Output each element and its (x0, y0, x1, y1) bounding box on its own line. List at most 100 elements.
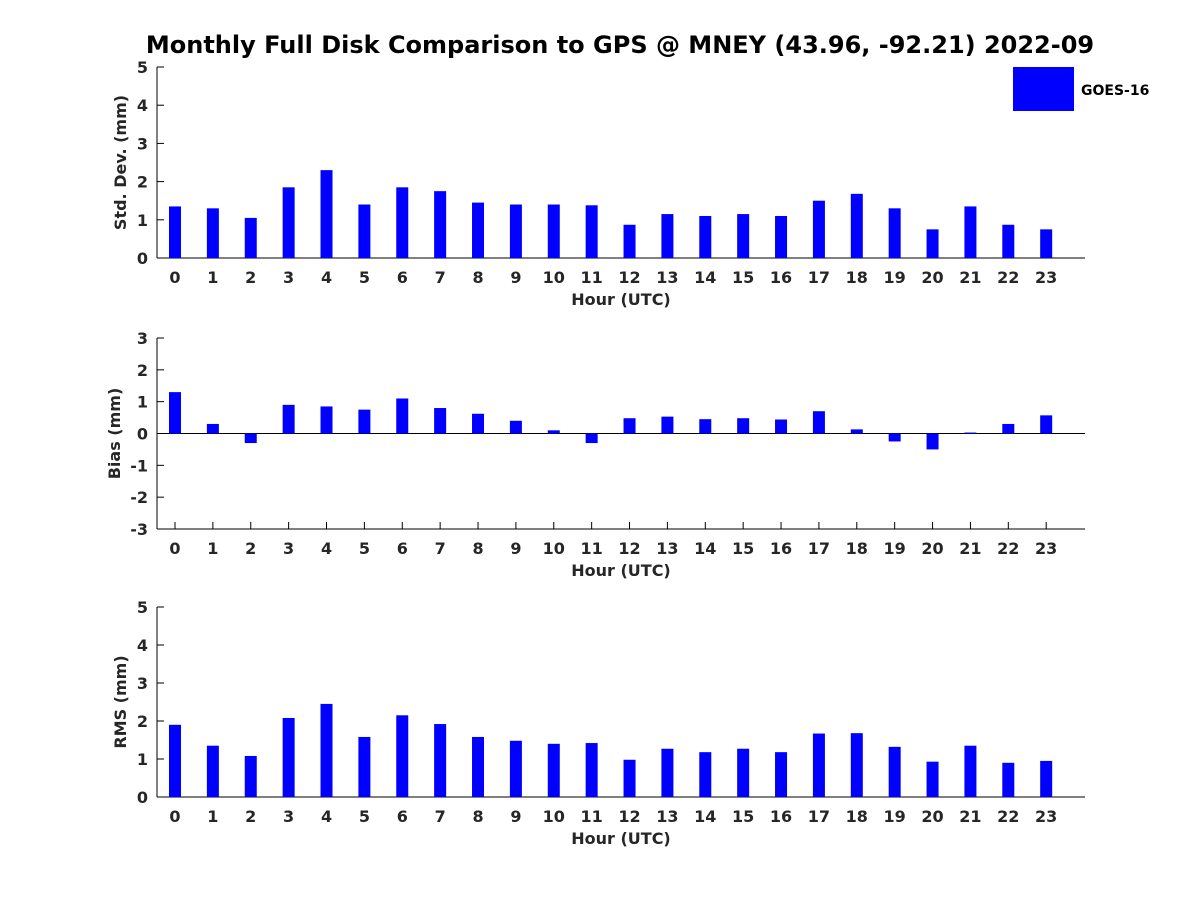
rms-bar-hour-17 (812, 733, 825, 797)
bias-bar-hour-8 (472, 413, 485, 434)
std-dev-y-tick-label: 0 (137, 249, 148, 268)
rms-x-tick-label: 14 (694, 807, 716, 826)
bias-bar-hour-15 (737, 418, 750, 434)
bias-x-tick-label: 18 (846, 539, 868, 558)
bias-x-tick-label: 20 (921, 539, 943, 558)
rms-x-tick-label: 20 (921, 807, 943, 826)
std-dev-bar-hour-4 (320, 170, 333, 258)
std-dev-x-tick-label: 3 (283, 268, 294, 287)
std-dev-bar-hour-11 (585, 205, 598, 258)
bias-y-tick-label: 3 (137, 329, 148, 348)
bias-bar-hour-16 (775, 419, 788, 434)
bias-x-tick-label: 6 (397, 539, 408, 558)
rms-x-tick-label: 4 (321, 807, 332, 826)
rms-x-tick-label: 8 (472, 807, 483, 826)
std-dev-bar-hour-23 (1040, 229, 1053, 258)
std-dev-x-tick-label: 21 (959, 268, 981, 287)
std-dev-x-tick-label: 20 (921, 268, 943, 287)
rms-bar-hour-13 (661, 748, 674, 797)
bias-x-tick-label: 13 (656, 539, 678, 558)
std-dev-x-tick-label: 5 (359, 268, 370, 287)
std-dev-x-tick-label: 9 (510, 268, 521, 287)
rms-bar-hour-21 (964, 745, 977, 797)
bias-x-tick-label: 19 (884, 539, 906, 558)
rms-x-tick-label: 17 (808, 807, 830, 826)
bias-bar-hour-17 (812, 411, 825, 434)
bias-bar-hour-0 (169, 392, 181, 434)
std-dev-bar-hour-0 (169, 206, 181, 258)
rms-y-tick-label: 1 (137, 750, 148, 769)
std-dev-x-tick-label: 23 (1035, 268, 1057, 287)
rms-y-axis-label: RMS (mm) (111, 655, 130, 748)
std-dev-bar-hour-1 (206, 208, 219, 258)
rms-x-tick-label: 18 (846, 807, 868, 826)
legend-label-goes16: GOES-16 (1081, 83, 1149, 99)
bias-bar-hour-1 (206, 423, 219, 434)
std-dev-x-tick-label: 11 (581, 268, 603, 287)
std-dev-bar-hour-18 (850, 193, 863, 258)
bias-bar-hour-19 (888, 433, 901, 442)
bias-y-tick-label: 1 (137, 393, 148, 412)
bias-x-tick-label: 16 (770, 539, 792, 558)
rms-y-tick-label: 3 (137, 674, 148, 693)
rms-x-tick-label: 11 (581, 807, 603, 826)
rms-x-tick-label: 1 (207, 807, 218, 826)
rms-y-tick-label: 2 (137, 712, 148, 731)
bias-x-tick-label: 17 (808, 539, 830, 558)
bias-x-tick-label: 2 (245, 539, 256, 558)
rms-x-tick-label: 2 (245, 807, 256, 826)
bias-bar-hour-14 (699, 419, 712, 434)
rms-x-tick-label: 6 (397, 807, 408, 826)
rms-bar-hour-19 (888, 746, 901, 797)
rms-x-tick-label: 7 (435, 807, 446, 826)
rms-bar-hour-11 (585, 743, 598, 797)
bias-y-tick-label: -1 (130, 456, 148, 475)
std-dev-x-axis-label: Hour (UTC) (571, 290, 671, 309)
std-dev-bar-hour-12 (623, 224, 636, 258)
std-dev-x-tick-label: 15 (732, 268, 754, 287)
bias-x-axis-label: Hour (UTC) (571, 561, 671, 580)
bias-x-tick-label: 0 (169, 539, 180, 558)
rms-bar-hour-0 (169, 724, 181, 797)
std-dev-bar-hour-3 (282, 187, 295, 258)
rms-bar-hour-5 (358, 736, 371, 797)
rms-bar-hour-23 (1040, 760, 1053, 797)
bias-bar-hour-2 (244, 433, 257, 444)
bias-bar-hour-12 (623, 418, 636, 434)
bias-bar-hour-5 (358, 409, 371, 434)
figure-title: Monthly Full Disk Comparison to GPS @ MN… (145, 31, 1095, 59)
std-dev-bar-hour-9 (509, 204, 522, 258)
bias-y-tick-label: -2 (130, 488, 148, 507)
bias-x-tick-label: 7 (435, 539, 446, 558)
bias-x-tick-label: 8 (472, 539, 483, 558)
std-dev-x-tick-label: 1 (207, 268, 218, 287)
bias-x-tick-label: 12 (618, 539, 640, 558)
bias-bar-hour-10 (547, 430, 560, 434)
std-dev-bar-hour-19 (888, 208, 901, 258)
std-dev-bar-hour-20 (926, 229, 939, 258)
rms-x-tick-label: 19 (884, 807, 906, 826)
bias-x-tick-label: 10 (543, 539, 565, 558)
rms-x-tick-label: 16 (770, 807, 792, 826)
legend: GOES-16 (1013, 67, 1149, 111)
std-dev-x-tick-label: 13 (656, 268, 678, 287)
rms-bar-hour-1 (206, 745, 219, 797)
std-dev-x-tick-label: 4 (321, 268, 332, 287)
std-dev-x-tick-label: 7 (435, 268, 446, 287)
bias-x-tick-label: 23 (1035, 539, 1057, 558)
rms-bar-hour-8 (472, 736, 485, 797)
rms-bar-hour-2 (244, 755, 257, 797)
bias-bar-hour-22 (1002, 423, 1015, 434)
rms-bar-hour-7 (434, 724, 447, 797)
bias-x-tick-label: 1 (207, 539, 218, 558)
bias-bar-hour-18 (850, 429, 863, 434)
std-dev-bar-hour-15 (737, 214, 750, 258)
bias-y-tick-label: -3 (130, 520, 148, 539)
rms-x-tick-label: 15 (732, 807, 754, 826)
rms-x-tick-label: 22 (997, 807, 1019, 826)
rms-bar-hour-22 (1002, 762, 1015, 797)
bias-x-tick-label: 3 (283, 539, 294, 558)
rms-bar-hour-10 (547, 743, 560, 797)
bias-bar-hour-20 (926, 433, 939, 450)
